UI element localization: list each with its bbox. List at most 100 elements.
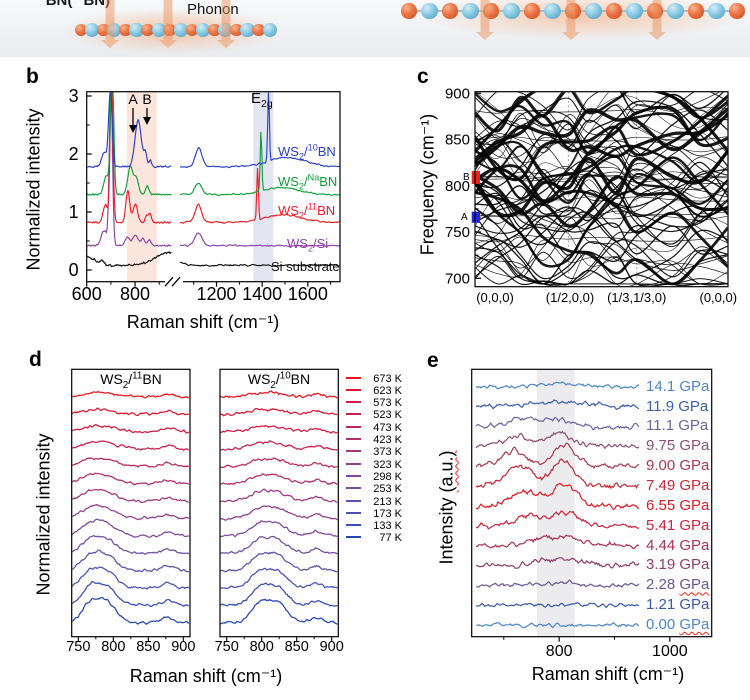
x-tick-label: 600 [72, 284, 102, 304]
phonon-band-curve [475, 234, 728, 287]
peak-a-annotation: A [128, 91, 138, 107]
legend-swatch [346, 438, 361, 440]
spectrum-curve [72, 488, 189, 504]
atom-nitrogen-icon [129, 22, 144, 38]
x-tick-label: 900 [171, 639, 195, 655]
spectrum-curve [220, 582, 338, 607]
phonon-band-curve [475, 215, 728, 264]
y-tick-label: 3 [69, 86, 79, 106]
pressure-value: 9.00 [646, 457, 680, 475]
atom-nitrogen-icon [708, 2, 725, 20]
atom-nitrogen-icon [667, 2, 684, 20]
axis-break-icon [164, 276, 174, 287]
atom-nitrogen-icon [421, 2, 438, 20]
x-tick-label: 1000 [652, 643, 688, 660]
pressure-label: 2.28 GPa [646, 576, 709, 593]
legend-item: 77 K [346, 532, 402, 544]
spectrum-curve [220, 535, 338, 555]
arrow-down-icon [129, 125, 137, 133]
frame [219, 368, 339, 638]
legend-swatch [346, 524, 361, 527]
pressure-unit: GPa [679, 437, 710, 455]
pressure-value: 14.1 [646, 377, 680, 395]
spectrum-curve [72, 534, 190, 556]
phonon-band-curve [475, 107, 728, 168]
pressure-label: 0.00 GPa [646, 616, 709, 633]
spectrum-curve [475, 482, 639, 511]
spectrum-curve [220, 407, 338, 417]
phonon-band-curve [475, 115, 728, 198]
spectrum-curve [475, 416, 640, 431]
spectrum-curve [72, 457, 190, 468]
y-tick-label: 750 [445, 224, 470, 241]
phonon-band-curve [475, 141, 728, 207]
spectrum-curve [72, 440, 190, 452]
legend-item: 253 K [346, 483, 402, 495]
phonon-band-curve [475, 144, 728, 200]
pressure-label: 11.1 GPa [646, 417, 708, 434]
legend-label: 573 K [373, 397, 402, 410]
legend-label: 323 K [373, 458, 402, 471]
y-tick-label: 1 [69, 202, 79, 222]
peak-b-annotation: B [142, 91, 152, 107]
series-label: WS2/NaBN [278, 172, 338, 192]
phonon-band-curve [475, 234, 728, 243]
phonon-band-curve [475, 178, 728, 222]
y-tick-label: 0 [69, 260, 79, 280]
phonon-band-curve [475, 94, 728, 182]
frame [71, 368, 191, 638]
spectrum-curve [220, 567, 338, 590]
legend-item: 213 K [346, 496, 402, 508]
pressure-unit: GPa [679, 556, 710, 574]
x-tick-label: 850 [136, 639, 160, 655]
spectrum-curve [475, 510, 640, 530]
x-tick-label: 1200 [196, 284, 236, 304]
legend-label: 173 K [373, 507, 402, 520]
legend-item: 323 K [346, 458, 402, 471]
spectrum-curve [72, 518, 189, 538]
spectrum-curve [220, 473, 338, 486]
phonon-band-curve [475, 100, 728, 223]
x-tick-label: 800 [120, 284, 150, 304]
kpath-label: (1/3,1/3,0) [607, 290, 666, 305]
shaded-band [537, 369, 575, 637]
pressure-label: 9.00 GPa [646, 457, 709, 474]
phonon-band-curve [475, 198, 728, 248]
series-label: WS2/Si [287, 236, 329, 254]
phonon-band-curve [475, 164, 728, 268]
atom-nitrogen-icon [85, 22, 100, 38]
y-tick-label: 700 [445, 270, 470, 287]
legend-label: 523 K [373, 409, 402, 422]
pressure-unit: GPa [679, 576, 710, 594]
pressure-label: 5.41 GPa [646, 517, 709, 534]
phonon-band-curve [475, 214, 728, 221]
phonon-band-curve [475, 136, 728, 187]
spectrum-curve [220, 440, 338, 451]
legend-item: 373 K [346, 446, 402, 458]
panel-c-y-axis-title: Frequency (cm⁻¹) [417, 113, 438, 256]
x-tick-label: 900 [320, 639, 344, 655]
spectrum-curve [72, 503, 190, 521]
pressure-value: 6.55 [646, 496, 680, 514]
intensity-word: Intensity [436, 492, 457, 565]
phonon-band-curve [475, 195, 728, 202]
spectrum-curve [220, 488, 338, 503]
legend-label: 473 K [373, 421, 402, 434]
pressure-unit: GPa [679, 516, 710, 534]
pressure-unit: GPa [679, 457, 710, 475]
phonon-band-curve [475, 109, 728, 189]
panel-d-plot: 750 800 850 900 750 800 850 900 [66, 368, 344, 655]
legend-swatch [346, 376, 361, 379]
y-tick-label: 2 [69, 144, 79, 164]
atom-nitrogen-icon [626, 2, 643, 20]
phonon-band-curve [475, 136, 728, 142]
x-tick-label: 800 [250, 639, 274, 655]
legend-swatch [346, 474, 361, 477]
marker-b [471, 171, 480, 184]
pressure-value: 2.28 [646, 576, 680, 594]
spectrum-curve [220, 424, 338, 434]
legend-item: 673 K [346, 373, 402, 385]
spectrum-curve [220, 551, 338, 573]
panel-letter-b: b [26, 65, 39, 88]
series-label: Si substrate [271, 258, 340, 274]
